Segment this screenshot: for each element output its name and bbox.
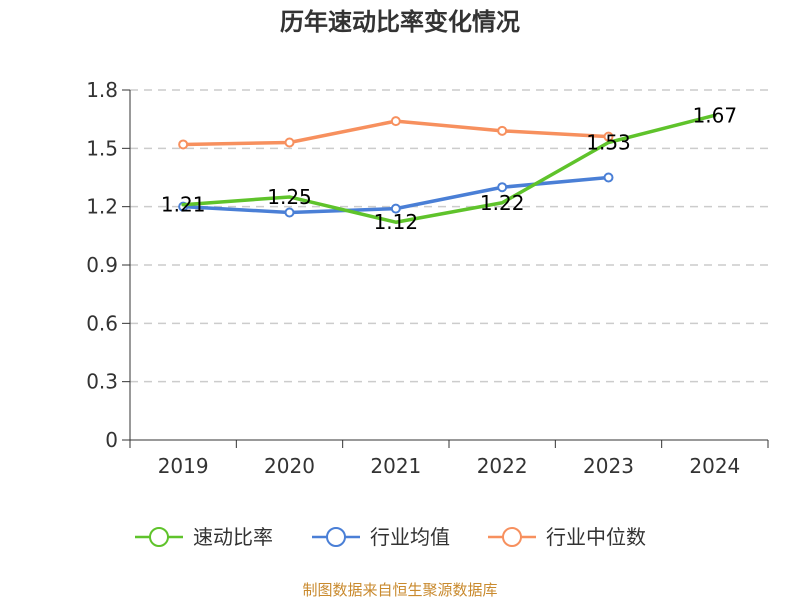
data-point bbox=[497, 182, 508, 193]
legend-label: 行业中位数 bbox=[546, 525, 646, 549]
legend-item: 行业中位数 bbox=[488, 525, 646, 549]
y-tick-label: 0.9 bbox=[86, 253, 118, 277]
x-tick-label: 2019 bbox=[158, 454, 209, 478]
y-tick-label: 0 bbox=[105, 428, 118, 452]
data-label: 1.22 bbox=[480, 191, 525, 215]
series-0 bbox=[181, 113, 717, 224]
y-tick-label: 0.3 bbox=[86, 370, 118, 394]
y-tick-label: 1.2 bbox=[86, 195, 118, 219]
data-point bbox=[284, 207, 295, 218]
data-label: 1.12 bbox=[374, 210, 419, 234]
data-label: 1.53 bbox=[586, 131, 631, 155]
series-2 bbox=[178, 116, 614, 150]
y-tick-label: 1.5 bbox=[86, 136, 118, 160]
data-point bbox=[284, 137, 295, 148]
x-tick-label: 2020 bbox=[264, 454, 315, 478]
source-note: 制图数据来自恒生聚源数据库 bbox=[302, 581, 497, 599]
legend-marker bbox=[149, 527, 169, 547]
legend-label: 速动比率 bbox=[193, 525, 273, 549]
data-point bbox=[603, 172, 614, 183]
data-label: 1.21 bbox=[161, 193, 206, 217]
data-label: 1.25 bbox=[267, 185, 312, 209]
data-point bbox=[497, 125, 508, 136]
x-tick-label: 2024 bbox=[689, 454, 740, 478]
data-point bbox=[390, 116, 401, 127]
x-tick-label: 2023 bbox=[583, 454, 634, 478]
data-point bbox=[603, 131, 614, 142]
series-layer bbox=[178, 113, 717, 224]
legend-marker bbox=[502, 527, 522, 547]
x-tick-label: 2021 bbox=[370, 454, 421, 478]
y-tick-label: 1.8 bbox=[86, 78, 118, 102]
data-point bbox=[390, 203, 401, 214]
y-tick-label: 0.6 bbox=[86, 311, 118, 335]
legend: 速动比率 行业均值 行业中位数 bbox=[135, 525, 646, 549]
legend-marker bbox=[326, 527, 346, 547]
legend-label: 行业均值 bbox=[370, 525, 450, 549]
legend-item: 行业均值 bbox=[312, 525, 450, 549]
grid-lines bbox=[130, 89, 768, 383]
chart-title: 历年速动比率变化情况 bbox=[280, 8, 520, 36]
data-point bbox=[178, 139, 189, 150]
series-line bbox=[181, 113, 717, 224]
data-labels: 1.21 1.25 1.12 1.22 1.53 1.67 bbox=[161, 103, 737, 234]
legend-item: 速动比率 bbox=[135, 525, 273, 549]
x-tick-label: 2022 bbox=[477, 454, 528, 478]
axes: 0 0.3 0.6 0.9 1.2 1.5 1.8 2019 2020 2021 2022 2023 2… bbox=[86, 78, 769, 478]
data-label: 1.67 bbox=[693, 103, 738, 127]
